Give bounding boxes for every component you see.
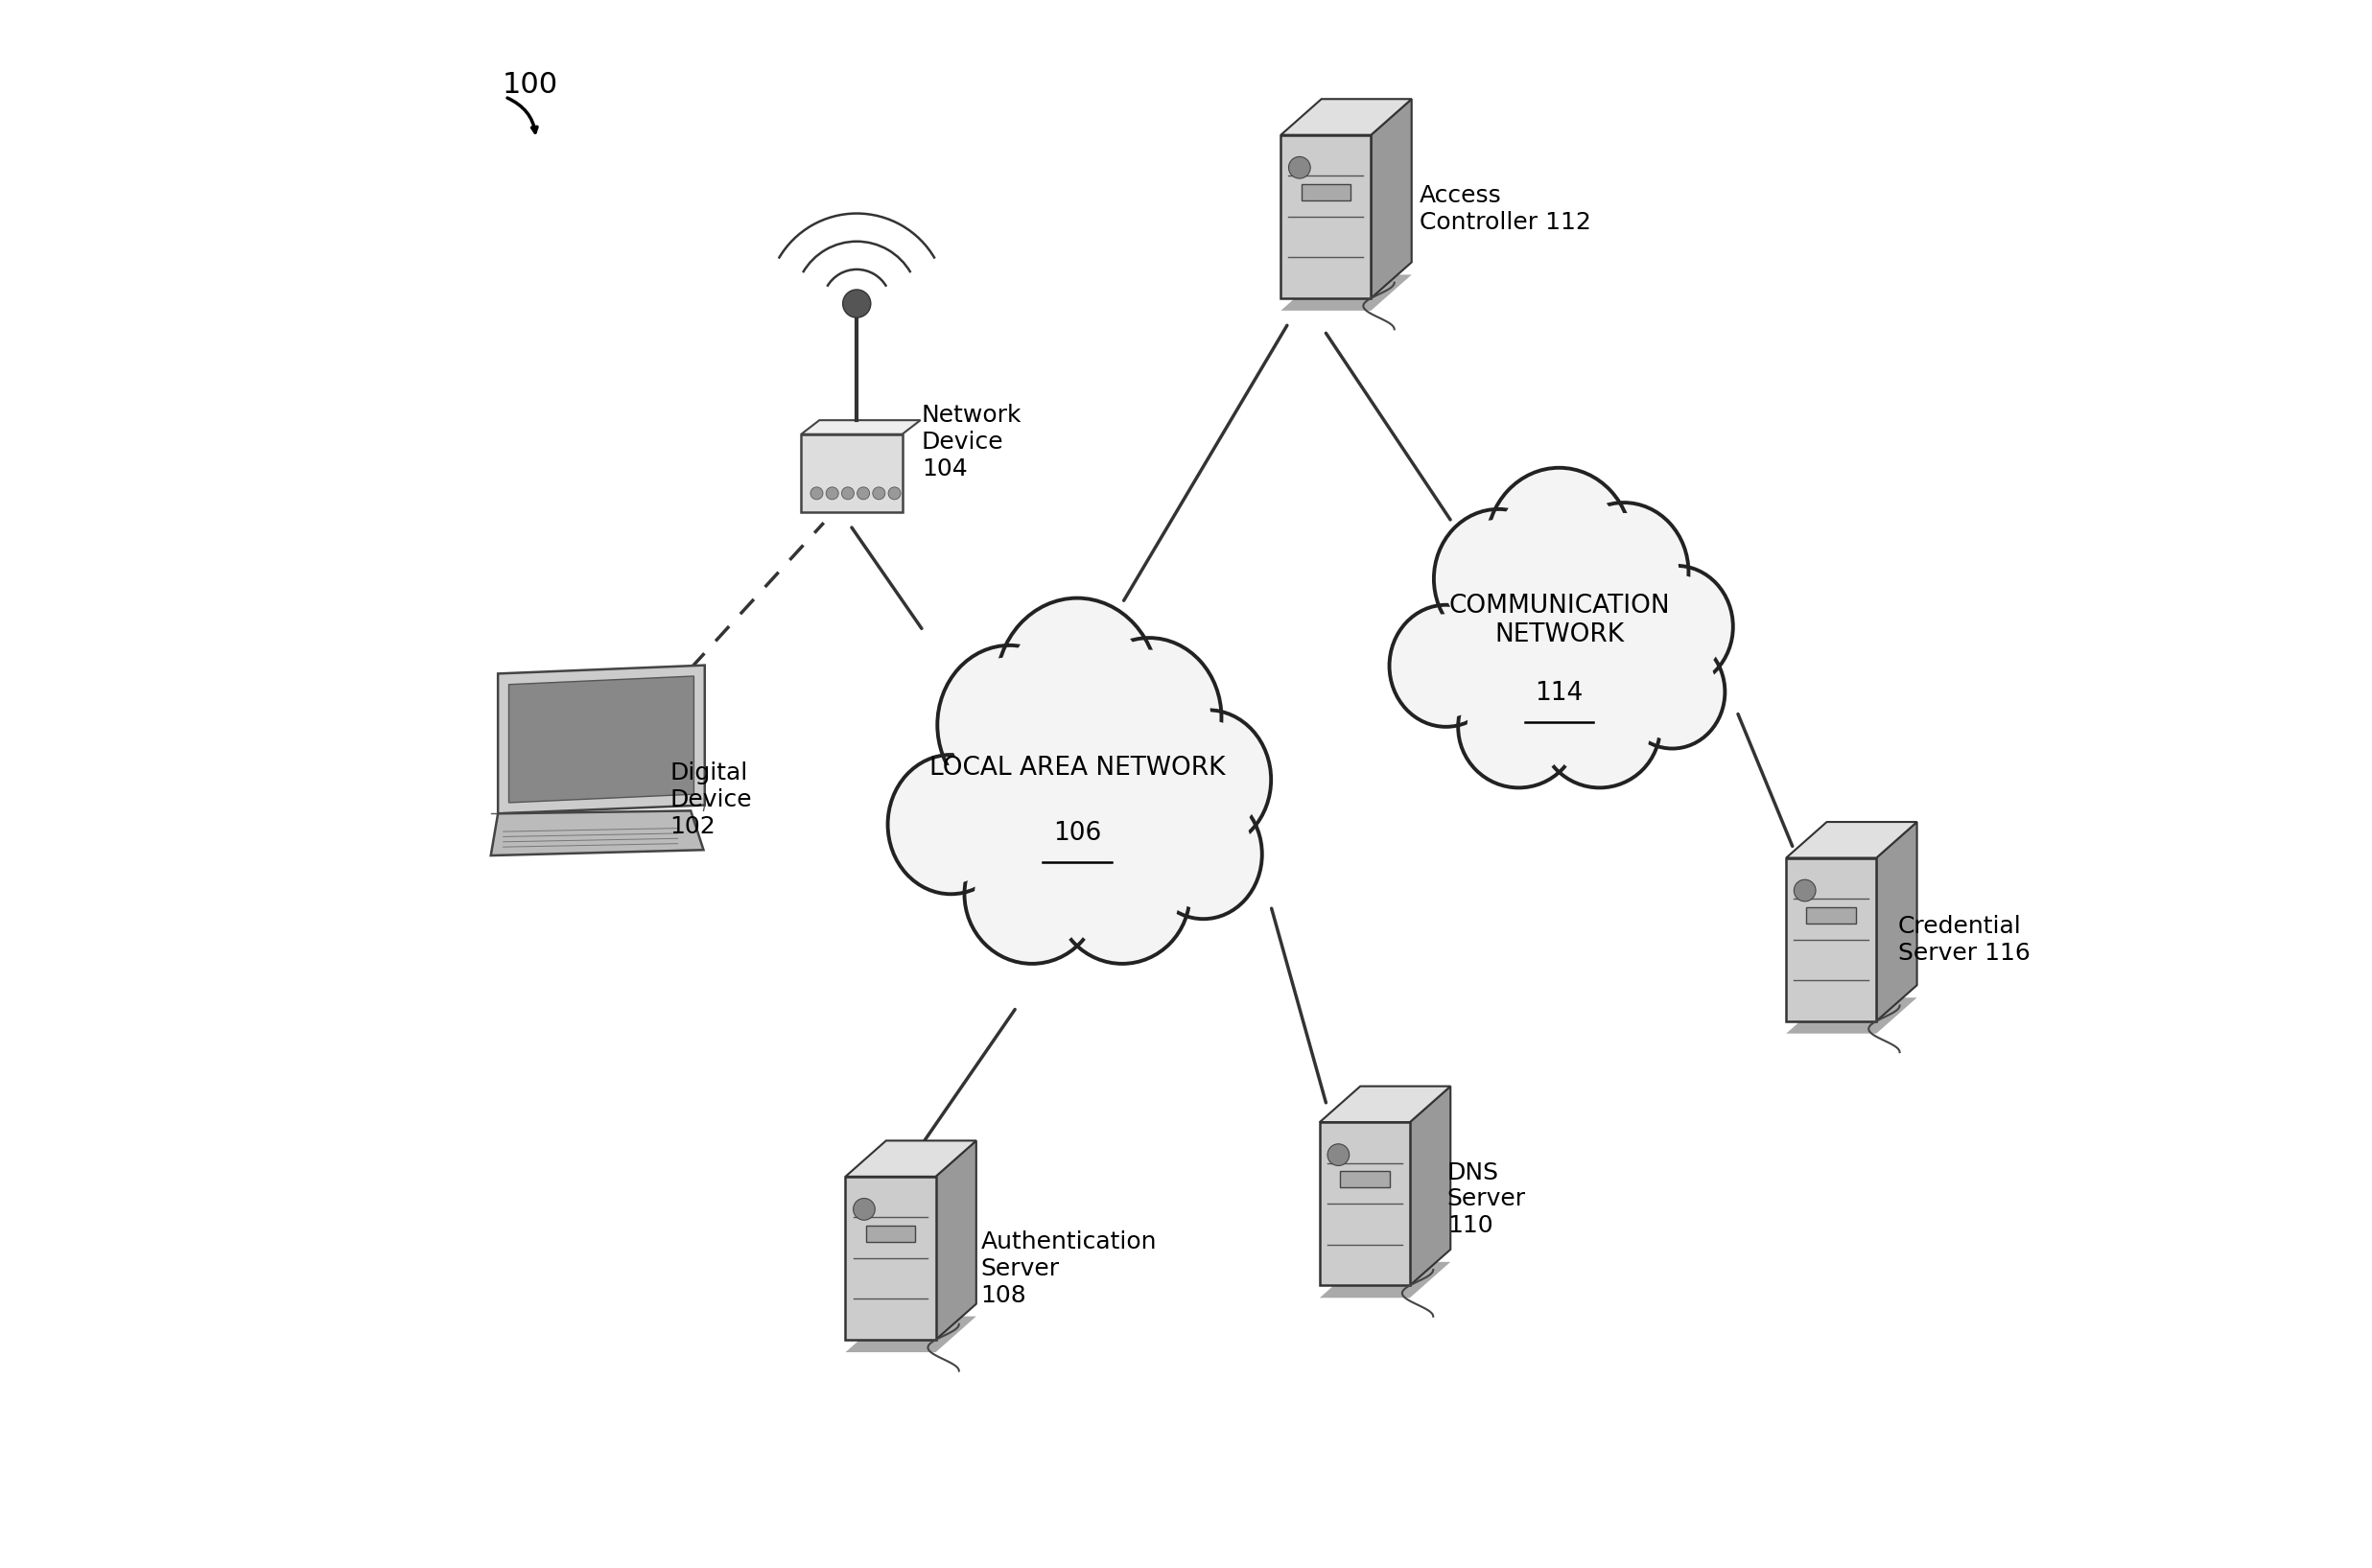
Ellipse shape (1549, 674, 1651, 779)
Ellipse shape (1153, 800, 1252, 909)
Polygon shape (1319, 1262, 1452, 1298)
Ellipse shape (1155, 720, 1262, 839)
Ellipse shape (1390, 605, 1501, 728)
Ellipse shape (1558, 503, 1689, 641)
Ellipse shape (1464, 561, 1653, 728)
Text: Digital
Device
102: Digital Device 102 (669, 762, 752, 837)
Text: DNS
Server
110: DNS Server 110 (1447, 1160, 1525, 1237)
Ellipse shape (887, 754, 1013, 894)
Polygon shape (844, 1176, 935, 1339)
Polygon shape (491, 811, 704, 856)
Ellipse shape (1146, 790, 1262, 919)
Circle shape (1793, 880, 1815, 902)
Text: Authentication
Server
108: Authentication Server 108 (980, 1231, 1158, 1308)
Ellipse shape (1459, 666, 1580, 787)
Text: LOCAL AREA NETWORK: LOCAL AREA NETWORK (930, 756, 1224, 781)
Text: 106: 106 (1053, 822, 1101, 847)
Ellipse shape (1008, 612, 1146, 764)
Ellipse shape (965, 825, 1101, 964)
Ellipse shape (897, 765, 1006, 884)
Ellipse shape (1089, 649, 1210, 786)
Ellipse shape (1620, 566, 1734, 688)
Polygon shape (1319, 1123, 1409, 1286)
Circle shape (842, 488, 854, 500)
Polygon shape (1409, 1087, 1452, 1286)
Polygon shape (844, 1316, 977, 1352)
Ellipse shape (973, 704, 1184, 895)
Ellipse shape (1397, 615, 1494, 718)
Ellipse shape (1065, 834, 1179, 953)
Polygon shape (1319, 1087, 1452, 1123)
Text: 114: 114 (1535, 682, 1582, 706)
Ellipse shape (937, 646, 1082, 804)
Text: 100: 100 (503, 71, 557, 99)
Bar (1302, 183, 1350, 201)
Circle shape (873, 488, 885, 500)
Circle shape (854, 1198, 875, 1220)
Polygon shape (1786, 997, 1917, 1033)
Circle shape (856, 488, 871, 500)
Ellipse shape (1568, 513, 1679, 632)
Circle shape (811, 488, 823, 500)
Ellipse shape (1627, 644, 1717, 740)
Ellipse shape (996, 597, 1158, 778)
Polygon shape (1876, 822, 1917, 1021)
Circle shape (825, 488, 837, 500)
Ellipse shape (1056, 825, 1191, 964)
Ellipse shape (1627, 575, 1724, 679)
Polygon shape (935, 1140, 977, 1339)
Ellipse shape (1077, 638, 1222, 797)
Ellipse shape (1487, 467, 1632, 624)
Ellipse shape (1497, 480, 1620, 613)
Ellipse shape (949, 657, 1070, 792)
Circle shape (887, 488, 901, 500)
Bar (1340, 1171, 1390, 1187)
Polygon shape (844, 1140, 977, 1176)
Text: Credential
Server 116: Credential Server 116 (1898, 914, 2030, 964)
Polygon shape (1281, 274, 1411, 310)
Polygon shape (510, 676, 695, 803)
Polygon shape (1281, 135, 1371, 298)
Ellipse shape (954, 688, 1200, 911)
Text: COMMUNICATION
NETWORK: COMMUNICATION NETWORK (1449, 594, 1670, 648)
Polygon shape (1281, 99, 1411, 135)
Ellipse shape (1445, 519, 1554, 638)
Circle shape (1288, 157, 1309, 179)
Circle shape (842, 290, 871, 318)
Ellipse shape (1539, 666, 1660, 787)
Polygon shape (802, 420, 920, 434)
Text: Network
Device
104: Network Device 104 (923, 405, 1022, 480)
Bar (1807, 906, 1855, 924)
Ellipse shape (1468, 674, 1570, 779)
Polygon shape (1786, 822, 1917, 858)
Ellipse shape (1447, 546, 1670, 742)
Ellipse shape (1433, 510, 1563, 649)
Ellipse shape (1620, 635, 1724, 748)
Ellipse shape (1146, 710, 1271, 850)
Ellipse shape (975, 834, 1089, 953)
Polygon shape (802, 434, 901, 511)
Text: Access
Controller 112: Access Controller 112 (1418, 183, 1592, 234)
Polygon shape (1786, 858, 1876, 1021)
Polygon shape (498, 665, 704, 814)
Circle shape (1328, 1145, 1350, 1165)
Polygon shape (1371, 99, 1411, 298)
Bar (866, 1226, 916, 1242)
